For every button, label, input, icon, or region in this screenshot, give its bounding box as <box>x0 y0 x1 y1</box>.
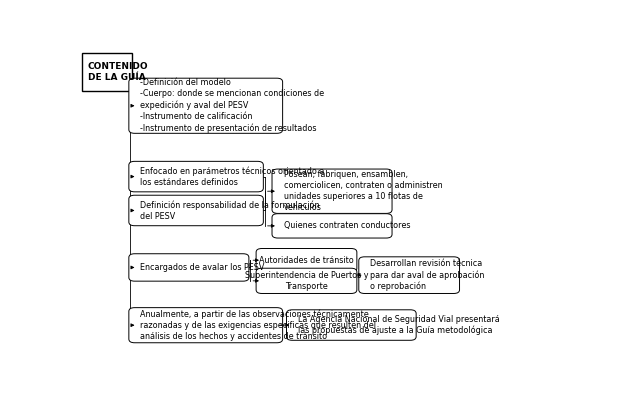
FancyBboxPatch shape <box>359 257 460 294</box>
Text: CONTENIDO
DE LA GUÍA: CONTENIDO DE LA GUÍA <box>88 62 149 82</box>
Text: La Agencia Nacional de Seguridad Vial presentará
las propuestas de ajuste a la G: La Agencia Nacional de Seguridad Vial pr… <box>298 315 500 336</box>
FancyBboxPatch shape <box>287 310 416 340</box>
FancyBboxPatch shape <box>129 78 282 133</box>
FancyBboxPatch shape <box>272 169 392 213</box>
Text: Quienes contraten conductores: Quienes contraten conductores <box>284 221 410 230</box>
Text: Autoridades de tránsito: Autoridades de tránsito <box>259 256 354 265</box>
FancyBboxPatch shape <box>81 53 132 91</box>
Text: Enfocado en parámetros técnicos orientado a
los estándares definidos: Enfocado en parámetros técnicos orientad… <box>141 166 325 187</box>
FancyBboxPatch shape <box>129 161 263 192</box>
Text: Anualmente, a partir de las observaciones técnicamente
razonadas y de las exigen: Anualmente, a partir de las observacione… <box>141 309 376 341</box>
FancyBboxPatch shape <box>129 308 282 343</box>
FancyBboxPatch shape <box>256 268 357 294</box>
FancyBboxPatch shape <box>129 195 263 226</box>
Text: Desarrollan revisión técnica
para dar aval de aprobación
o reprobación: Desarrollan revisión técnica para dar av… <box>370 259 485 291</box>
FancyBboxPatch shape <box>256 248 357 272</box>
Text: Superintendencia de Puertos y
Transporte: Superintendencia de Puertos y Transporte <box>244 271 368 291</box>
Text: Definición responsabilidad de la formulación
del PESV: Definición responsabilidad de la formula… <box>141 200 320 221</box>
Text: -Definición del modelo
-Cuerpo: donde se mencionan condiciones de
expedición y a: -Definición del modelo -Cuerpo: donde se… <box>141 78 325 133</box>
FancyBboxPatch shape <box>129 254 249 281</box>
Text: Encargados de avalar los PESV: Encargados de avalar los PESV <box>141 263 265 272</box>
Text: Posean, fabriquen, ensamblen,
comerciolicen, contraten o administren
unidades su: Posean, fabriquen, ensamblen, comercioli… <box>284 170 442 212</box>
FancyBboxPatch shape <box>272 214 392 238</box>
